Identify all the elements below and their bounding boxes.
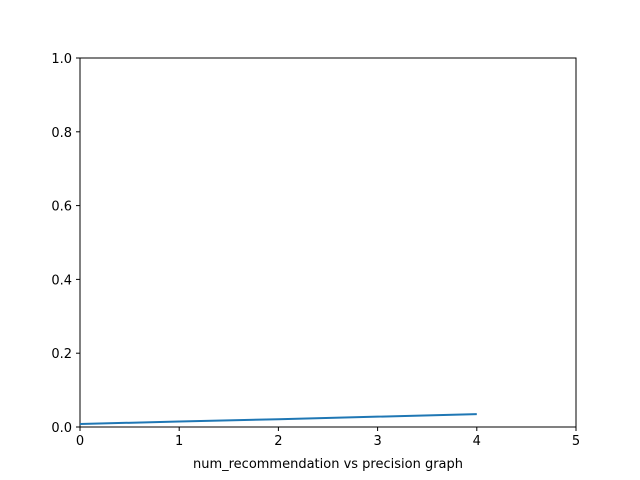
series-layer — [79, 413, 477, 426]
x-axis-ticks: 0 1 2 3 4 5 — [76, 427, 580, 449]
x-tick-label: 2 — [274, 434, 282, 449]
plot-frame — [79, 57, 577, 428]
x-tick-label: 1 — [175, 434, 183, 449]
y-tick-label: 1.0 — [51, 52, 72, 67]
series-line-0 — [79, 413, 477, 426]
x-tick-label: 0 — [76, 434, 84, 449]
x-tick-label: 3 — [373, 434, 381, 449]
plot-area — [79, 57, 577, 428]
y-tick-label: 0.6 — [51, 200, 72, 215]
y-axis-ticks: 0.0 0.2 0.4 0.6 0.8 1.0 — [51, 52, 80, 436]
y-tick-label: 0.2 — [51, 347, 72, 362]
y-tick-label: 0.8 — [51, 126, 72, 141]
x-tick-label: 5 — [572, 434, 580, 449]
x-tick-label: 4 — [473, 434, 481, 449]
y-tick-label: 0.0 — [51, 421, 72, 436]
y-tick-label: 0.4 — [51, 273, 72, 288]
x-axis-label: num_recommendation vs precision graph — [193, 457, 463, 472]
